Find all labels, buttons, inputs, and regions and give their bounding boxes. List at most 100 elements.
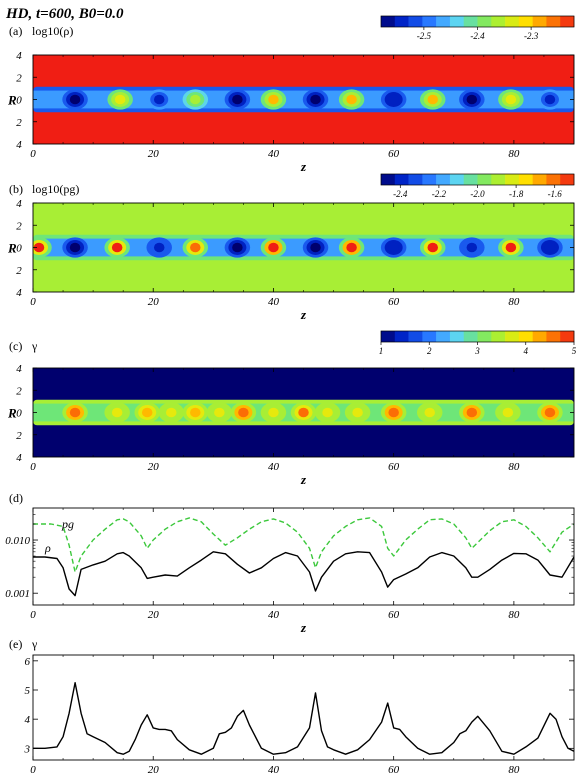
colorbar-segment [477, 16, 492, 27]
y-tick-label: 2 [16, 117, 22, 129]
series-label-pg: pg [61, 517, 74, 531]
x-tick-label: 0 [30, 296, 36, 308]
plot-area [33, 682, 574, 755]
colorbar-segment [518, 331, 533, 342]
heatmap-field [33, 203, 574, 292]
colorbar-segment [546, 174, 561, 185]
colorbar-segment [422, 174, 437, 185]
x-tick-label: 80 [508, 148, 520, 160]
colorbar-segment [381, 16, 396, 27]
plot-frame [32, 654, 575, 761]
panel-b-label: (b) [9, 182, 23, 196]
y-tick-label: 0 [16, 95, 22, 107]
jet-cell [268, 407, 279, 418]
panel-e-label: (e) [9, 637, 22, 651]
y-tick-label: 4 [16, 198, 22, 210]
x-tick-label: 40 [268, 764, 280, 776]
jet-cell [502, 407, 514, 418]
jet-cell [466, 407, 478, 418]
x-tick-label: 60 [388, 609, 400, 621]
jet-cell [111, 407, 123, 418]
colorbar-tick-label: 2 [427, 346, 432, 356]
jet-cell [190, 407, 201, 418]
jet-cell [346, 94, 357, 105]
colorbar-segment [518, 16, 533, 27]
colorbar-tick-label: 5 [572, 346, 577, 356]
x-tick-label: 0 [30, 461, 36, 473]
jet-cell [310, 94, 321, 105]
colorbar-segment [463, 331, 478, 342]
jet-cell [238, 407, 249, 418]
colorbar-segment [560, 174, 575, 185]
jet-cell [114, 94, 126, 105]
y-tick-label: 2 [16, 385, 22, 397]
colorbar-segment [560, 16, 575, 27]
x-tick-label: 20 [148, 764, 160, 776]
colorbar-segment [532, 174, 547, 185]
colorbar-segment [463, 16, 478, 27]
y-axis-label: R [7, 93, 17, 108]
y-axis-label: R [7, 406, 17, 421]
jet-cell [310, 242, 321, 253]
jet-cell [268, 94, 279, 105]
jet-cell [69, 94, 81, 105]
colorbar-tick-label: 1 [379, 346, 384, 356]
x-tick-label: 0 [30, 764, 36, 776]
colorbar-segment [532, 331, 547, 342]
x-axis-label: z [300, 307, 307, 322]
jet-cell [505, 242, 517, 253]
colorbar-segment [477, 174, 492, 185]
colorbar-segment [436, 331, 451, 342]
x-tick-label: 20 [148, 609, 160, 621]
jet-cell [190, 242, 201, 253]
x-tick-label: 80 [508, 461, 520, 473]
jet-cell [352, 407, 363, 418]
jet-cell [153, 94, 165, 105]
y-tick-label: 0.010 [5, 535, 30, 547]
x-tick-label: 20 [148, 461, 160, 473]
y-tick-label: 4 [25, 714, 31, 726]
colorbar-segment [491, 174, 506, 185]
jet-cell [153, 242, 165, 253]
jet-cell [427, 94, 438, 105]
colorbar-tick-label: -2.4 [393, 189, 408, 199]
colorbar-tick-label: -2.5 [417, 31, 432, 41]
jet-cell [141, 407, 153, 418]
colorbar-segment [394, 174, 409, 185]
heatmap-field [33, 55, 574, 144]
x-tick-label: 40 [268, 296, 280, 308]
plot-area [33, 517, 574, 597]
colorbar-tick-label: -1.6 [548, 189, 563, 199]
panel-c-label: (c) [9, 339, 22, 353]
y-tick-label: 2 [16, 220, 22, 232]
x-tick-label: 40 [268, 148, 280, 160]
y-tick-label: 2 [16, 265, 22, 277]
y-tick-label: 2 [16, 72, 22, 84]
panel-d-label: (d) [9, 491, 23, 505]
series-line-gamma [33, 682, 574, 755]
panel-c-quantity: γ [31, 339, 38, 353]
y-tick-label: 0 [16, 243, 22, 255]
colorbar-segment [394, 331, 409, 342]
jet-cell [427, 242, 438, 253]
x-axis-label: z [300, 620, 307, 635]
colorbar-segment [422, 331, 437, 342]
colorbar-segment [477, 331, 492, 342]
colorbar-segment [546, 331, 561, 342]
jet-cell [166, 407, 177, 418]
x-tick-label: 80 [508, 764, 520, 776]
jet-cell [111, 242, 123, 253]
colorbar-segment [546, 16, 561, 27]
colorbar-segment [408, 331, 423, 342]
x-tick-label: 80 [508, 296, 520, 308]
y-tick-label: 6 [25, 656, 31, 668]
jet-cell [505, 94, 517, 105]
x-axis-label: z [300, 775, 307, 780]
colorbar-segment [449, 174, 465, 185]
x-tick-label: 40 [268, 609, 280, 621]
colorbar-segment [532, 16, 547, 27]
colorbar-segment [449, 331, 465, 342]
colorbar-segment [449, 16, 465, 27]
y-tick-label: 3 [24, 743, 31, 755]
